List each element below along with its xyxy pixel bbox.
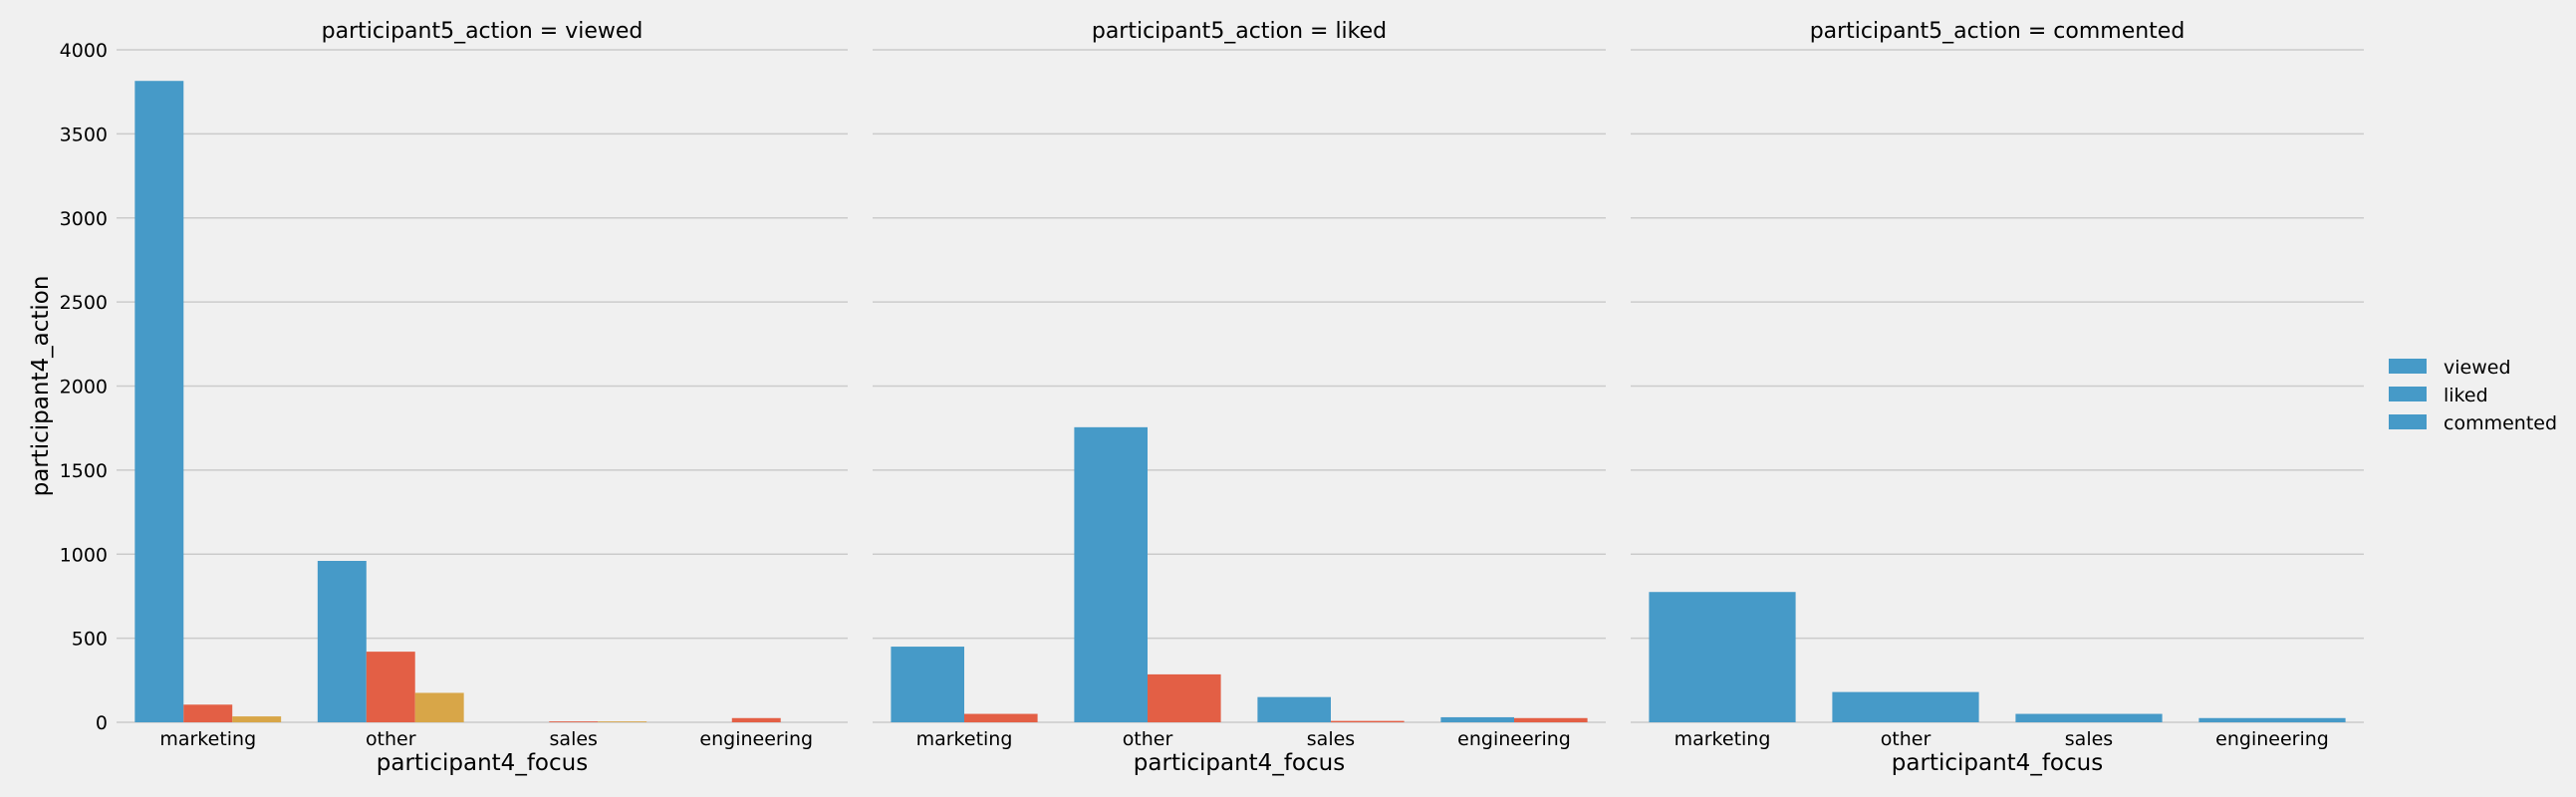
legend-label: commented [2444,412,2557,434]
legend-swatch [2389,359,2427,374]
y-tick-label: 1000 [60,544,108,566]
x-tick-label: engineering [1457,728,1571,750]
bar [2198,717,2346,722]
x-tick-label: other [1881,728,1932,750]
bar [891,647,964,722]
bar [731,717,781,722]
y-tick-label: 4000 [60,40,108,62]
x-tick-label: sales [550,728,598,750]
bar [2015,713,2163,722]
x-tick-label: other [366,728,416,750]
x-axis-label: participant4_focus [1134,750,1345,776]
bar [1514,717,1588,722]
y-tick-label: 3500 [60,124,108,145]
bar [414,692,464,722]
x-tick-label: other [1123,728,1173,750]
x-tick-label: engineering [699,728,813,750]
x-tick-label: engineering [2215,728,2329,750]
legend: viewed liked commented [2389,357,2557,434]
x-tick-label: sales [2065,728,2113,750]
bar [232,716,282,722]
bar [317,561,367,722]
x-tick-label: sales [1307,728,1355,750]
bar [1074,426,1148,722]
y-tick-label: 2000 [60,377,108,398]
y-tick-label: 3000 [60,208,108,230]
bar [134,81,184,722]
x-tick-label: marketing [159,728,256,750]
bar [366,652,415,722]
facet-panel-3: participant5_action = commented marketing… [1631,19,2364,776]
facet-title: participant5_action = commented [1810,19,2186,44]
y-tick-label: 2500 [60,292,108,314]
facet-panel-2: participant5_action = liked marketing othe… [873,19,1606,776]
x-axis-label: participant4_focus [377,750,588,776]
y-axis-label: participant4_action [28,276,54,497]
bar [1649,592,1796,722]
bar [183,704,233,722]
y-tick-label: 1500 [60,460,108,482]
bar [964,713,1038,722]
facet-title: participant5_action = liked [1092,19,1387,44]
facet-panel-1: participant5_action = viewed marketing oth… [28,19,848,776]
x-axis-label: participant4_focus [1892,750,2103,776]
bar [1440,716,1514,722]
y-tick-label: 0 [96,712,108,734]
legend-label: liked [2444,385,2488,406]
bar [1257,696,1331,722]
y-tick-label: 500 [72,629,108,651]
legend-label: viewed [2444,357,2511,379]
bar [598,721,647,722]
x-tick-label: marketing [1674,728,1771,750]
legend-swatch [2389,414,2427,429]
bar [549,721,599,722]
legend-swatch [2389,387,2427,401]
bar [1331,720,1405,722]
x-tick-label: marketing [916,728,1013,750]
bar [1148,673,1221,722]
facet-title: participant5_action = viewed [322,19,644,44]
bar [1832,691,1979,722]
